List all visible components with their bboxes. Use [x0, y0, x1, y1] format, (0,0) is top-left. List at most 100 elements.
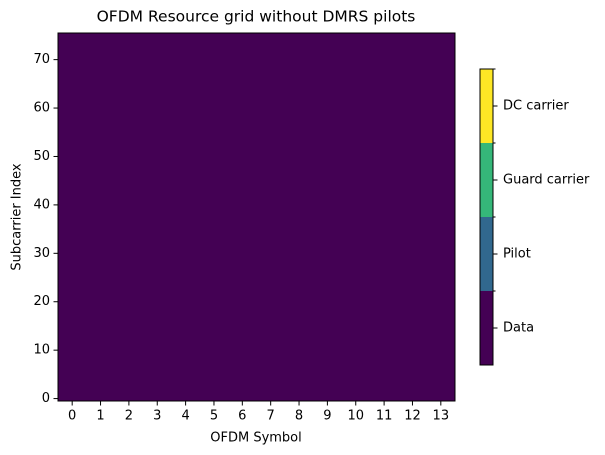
grid-cell — [143, 255, 172, 262]
grid-cell — [398, 270, 428, 276]
grid-cell — [313, 158, 343, 165]
grid-cell — [398, 221, 428, 228]
grid-cell — [313, 120, 343, 126]
grid-cell — [143, 71, 172, 78]
grid-cell — [58, 62, 87, 68]
grid-cell — [284, 313, 314, 320]
grid-cell — [398, 396, 428, 402]
grid-cell — [426, 81, 456, 87]
grid-cell — [114, 333, 144, 339]
grid-cell — [228, 57, 257, 63]
grid-cell — [58, 362, 87, 368]
grid-cell — [284, 183, 314, 189]
grid-cell — [199, 62, 229, 68]
grid-cell — [256, 352, 286, 358]
grid-cell — [143, 110, 172, 116]
grid-cell — [256, 81, 286, 87]
grid-cell — [426, 231, 456, 237]
grid-cell — [341, 52, 371, 58]
grid-cell — [114, 347, 144, 354]
grid-cell — [369, 260, 399, 266]
grid-cell — [199, 231, 229, 237]
grid-cell — [171, 173, 201, 179]
grid-cell — [398, 47, 428, 53]
grid-cell — [171, 47, 201, 53]
grid-cell — [228, 241, 257, 247]
grid-cell — [171, 338, 201, 344]
grid-cell — [228, 62, 257, 68]
grid-cell — [58, 192, 87, 199]
grid-cell — [369, 367, 399, 373]
grid-cell — [313, 342, 343, 349]
grid-cell — [313, 236, 343, 242]
grid-cell — [341, 192, 371, 199]
grid-cell — [369, 125, 399, 131]
grid-cell — [398, 299, 428, 305]
grid-cell — [114, 163, 144, 170]
grid-cell — [228, 391, 257, 397]
grid-cell — [398, 275, 428, 281]
grid-cell — [398, 391, 428, 397]
grid-cell — [114, 187, 144, 194]
grid-cell — [143, 318, 172, 325]
grid-cell — [256, 342, 286, 349]
grid-cell — [199, 270, 229, 276]
grid-cell — [313, 81, 343, 87]
grid-cell — [199, 328, 229, 334]
grid-cell — [86, 333, 116, 339]
grid-cell — [256, 217, 286, 223]
grid-cell — [114, 192, 144, 199]
x-tick-label: 0 — [68, 409, 76, 424]
grid-cell — [369, 371, 399, 378]
grid-cell — [114, 47, 144, 53]
grid-cell — [398, 342, 428, 349]
grid-cell — [398, 183, 428, 189]
x-tick-label: 8 — [295, 409, 303, 424]
grid-cell — [143, 270, 172, 276]
grid-cell — [313, 241, 343, 247]
grid-cell — [369, 95, 399, 102]
grid-cell — [426, 149, 456, 155]
grid-cell — [171, 217, 201, 223]
grid-cell — [171, 362, 201, 368]
grid-cell — [86, 76, 116, 82]
grid-cell — [369, 255, 399, 262]
grid-cell — [284, 192, 314, 199]
grid-cell — [199, 217, 229, 223]
grid-cell — [313, 323, 343, 329]
grid-cell — [341, 333, 371, 339]
grid-cell — [284, 76, 314, 82]
grid-cell — [398, 236, 428, 242]
grid-cell — [199, 42, 229, 49]
grid-cell — [114, 139, 144, 145]
grid-cell — [199, 197, 229, 203]
grid-cell — [58, 52, 87, 58]
grid-cell — [341, 81, 371, 87]
grid-cell — [171, 221, 201, 228]
grid-cell — [171, 299, 201, 305]
grid-cell — [143, 125, 172, 131]
y-tick-label: 0 — [42, 391, 50, 406]
grid-cell — [284, 376, 314, 383]
grid-cell — [228, 42, 257, 49]
grid-cell — [313, 134, 343, 141]
grid-cell — [171, 342, 201, 349]
grid-cell — [171, 313, 201, 320]
grid-cell — [398, 246, 428, 252]
grid-cell — [284, 289, 314, 295]
grid-cell — [369, 236, 399, 242]
grid-cell — [398, 52, 428, 58]
grid-cell — [58, 66, 87, 73]
grid-cell — [313, 226, 343, 233]
grid-cell — [341, 250, 371, 257]
grid-cell — [171, 207, 201, 213]
grid-cell — [171, 33, 201, 39]
grid-cell — [199, 376, 229, 383]
grid-cell — [199, 323, 229, 329]
grid-cell — [199, 120, 229, 126]
grid-cell — [313, 129, 343, 136]
x-tick-label: 11 — [376, 409, 393, 424]
grid-cell — [86, 62, 116, 68]
grid-cell — [86, 66, 116, 73]
grid-cell — [228, 120, 257, 126]
